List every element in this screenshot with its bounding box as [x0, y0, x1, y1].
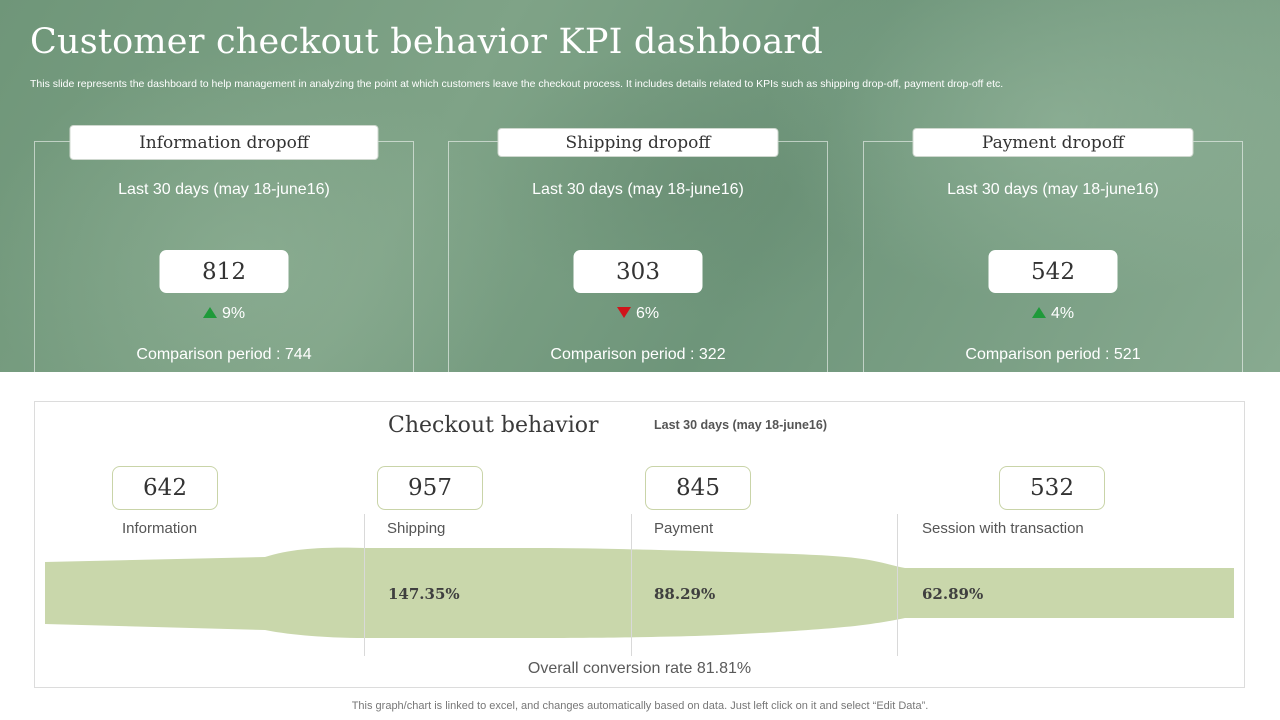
kpi-value: 542: [988, 250, 1118, 293]
stage-label-session: Session with transaction: [922, 520, 1084, 537]
stage-value-shipping: 957: [377, 466, 483, 510]
stage-divider: [897, 514, 898, 656]
page-subtitle: This slide represents the dashboard to h…: [30, 78, 1004, 90]
kpi-change: 4%: [864, 305, 1242, 323]
overall-conversion-rate: Overall conversion rate 81.81%: [527, 660, 752, 677]
kpi-change-value: 4%: [1050, 305, 1075, 322]
funnel-band: [45, 547, 1234, 638]
kpi-change-value: 9%: [221, 305, 246, 322]
kpi-panel-payment-dropoff: Payment dropoff Last 30 days (may 18-jun…: [863, 128, 1243, 372]
trend-up-icon: [202, 306, 217, 318]
kpi-change: 9%: [35, 305, 413, 323]
page-title: Customer checkout behavior KPI dashboard: [30, 22, 823, 62]
stage-divider: [631, 514, 632, 656]
kpi-title: Information dropoff: [69, 125, 379, 160]
trend-down-icon: [616, 306, 631, 318]
funnel-shape: [45, 547, 1234, 638]
stage-value-session: 532: [999, 466, 1105, 510]
stage-value-information: 642: [112, 466, 218, 510]
checkout-period: Last 30 days (may 18-june16): [654, 418, 827, 432]
kpi-comparison: Comparison period : 322: [550, 346, 726, 363]
kpi-comparison: Comparison period : 744: [136, 346, 312, 363]
checkout-behavior-panel: Checkout behavior Last 30 days (may 18-j…: [34, 401, 1245, 688]
kpi-value: 812: [159, 250, 289, 293]
conversion-rate-session: 62.89%: [922, 585, 984, 603]
kpi-panel-information-dropoff: Information dropoff Last 30 days (may 18…: [34, 125, 414, 372]
conversion-rate-payment: 88.29%: [654, 585, 716, 603]
trend-up-icon: [1031, 306, 1046, 318]
kpi-change-value: 6%: [635, 305, 660, 322]
kpi-panel-shipping-dropoff: Shipping dropoff Last 30 days (may 18-ju…: [448, 128, 828, 372]
header-banner: Customer checkout behavior KPI dashboard…: [0, 0, 1280, 372]
kpi-period: Last 30 days (may 18-june16): [118, 181, 330, 198]
stage-label-information: Information: [122, 520, 198, 537]
stage-label-payment: Payment: [654, 520, 714, 537]
conversion-rate-shipping: 147.35%: [388, 585, 460, 603]
kpi-title: Shipping dropoff: [497, 128, 779, 157]
kpi-period: Last 30 days (may 18-june16): [947, 181, 1159, 198]
checkout-title: Checkout behavior: [388, 413, 599, 438]
stage-divider: [364, 514, 365, 656]
kpi-value: 303: [573, 250, 703, 293]
kpi-change: 6%: [449, 305, 827, 323]
footer-note: This graph/chart is linked to excel, and…: [351, 700, 929, 712]
kpi-comparison: Comparison period : 521: [965, 346, 1141, 363]
stage-label-shipping: Shipping: [387, 520, 446, 537]
kpi-period: Last 30 days (may 18-june16): [532, 181, 744, 198]
stage-value-payment: 845: [645, 466, 751, 510]
kpi-title: Payment dropoff: [912, 128, 1194, 157]
